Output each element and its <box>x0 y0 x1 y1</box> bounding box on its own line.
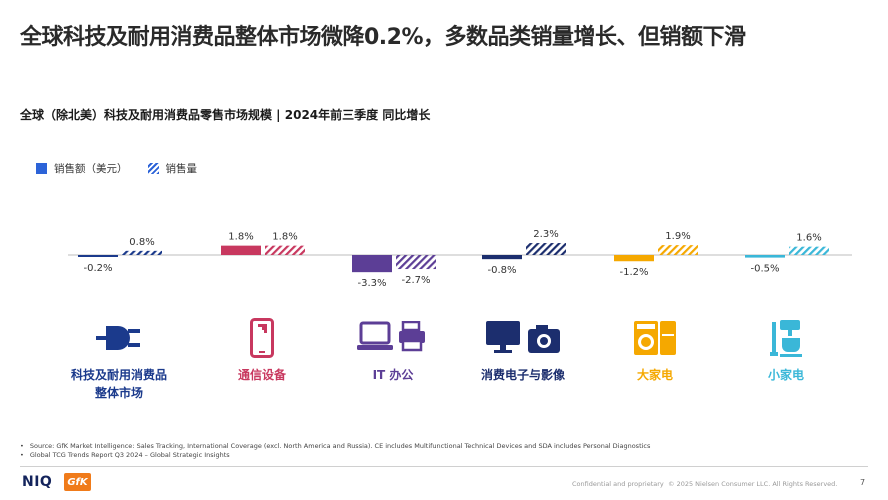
bar-volume-3 <box>526 243 566 255</box>
category-small-appliances: 小家电 <box>726 318 846 384</box>
bar-value-3 <box>482 255 522 260</box>
footnote-source: Source: GfK Market Intelligence: Sales T… <box>20 442 651 451</box>
category-label-overall: 科技及耐用消费品 整体市场 <box>70 368 167 400</box>
category-label-major-appliances: 大家电 <box>636 368 673 382</box>
gfk-logo: GfK <box>64 473 91 491</box>
bar-value-0 <box>78 255 118 257</box>
footnote-report: Global TCG Trends Report Q3 2024 – Globa… <box>20 451 650 460</box>
legend-swatch-solid <box>36 163 47 174</box>
category-ce-imaging: 消费电子与影像 <box>463 318 583 384</box>
bar-volume-4 <box>658 245 698 255</box>
bar-chart: -0.2% 0.8% 1.8% 1.8% -3.3% -2.7% -0.8% 2.3% -1.2… <box>68 229 852 289</box>
data-label-value-2: -3.3% <box>357 278 386 289</box>
smartphone-icon <box>250 318 274 358</box>
bar-value-4 <box>614 255 654 262</box>
legend-item-value: 销售额（美元） <box>36 161 128 176</box>
legend-label-volume: 销售量 <box>165 163 198 175</box>
chart-legend: 销售额（美元） 销售量 <box>36 161 217 176</box>
page-number: 7 <box>860 478 866 487</box>
data-label-value-0: -0.2% <box>83 263 112 274</box>
footnotes: Source: GfK Market Intelligence: Sales T… <box>20 442 651 461</box>
data-label-volume-2: -2.7% <box>401 275 430 286</box>
data-label-value-4: -1.2% <box>619 267 648 278</box>
category-label-small-appliances: 小家电 <box>767 368 804 382</box>
bar-volume-5 <box>789 246 829 255</box>
washing-machine-icon <box>634 321 676 355</box>
copyright-note: © 2025 Nielsen Consumer LLC. All Rights … <box>668 480 838 488</box>
niq-logo: NIQ <box>22 474 53 490</box>
legend-item-volume: 销售量 <box>147 161 198 176</box>
coffee-machine-icon <box>770 320 802 357</box>
data-label-volume-1: 1.8% <box>272 232 297 243</box>
data-label-value-5: -0.5% <box>750 264 779 275</box>
bar-volume-1 <box>265 245 305 255</box>
monitor-camera-icon <box>486 321 560 353</box>
data-label-volume-3: 2.3% <box>533 229 558 240</box>
confidential-note: Confidential and proprietary <box>572 480 664 488</box>
category-telecom: 通信设备 <box>202 318 322 384</box>
plug-icon <box>96 326 140 350</box>
category-major-appliances: 大家电 <box>595 318 715 384</box>
category-it-office: IT 办公 <box>333 318 453 384</box>
data-label-volume-5: 1.6% <box>796 233 821 244</box>
data-label-value-1: 1.8% <box>228 232 253 243</box>
data-label-value-3: -0.8% <box>487 265 516 276</box>
category-label-ce-imaging: 消费电子与影像 <box>480 368 565 382</box>
data-label-volume-4: 1.9% <box>665 231 690 242</box>
laptop-printer-icon <box>357 321 425 352</box>
bar-value-2 <box>352 255 392 273</box>
category-label-telecom: 通信设备 <box>237 368 286 382</box>
bar-volume-0 <box>122 250 162 255</box>
bar-value-5 <box>745 255 785 258</box>
chart-subtitle: 全球（除北美）科技及耐用消费品零售市场规模 | 2024年前三季度 同比增长 <box>20 108 431 122</box>
data-label-volume-0: 0.8% <box>129 237 154 248</box>
category-label-it-office: IT 办公 <box>372 368 414 382</box>
category-overall: 科技及耐用消费品 整体市场 <box>59 318 179 402</box>
footer-divider <box>20 466 868 467</box>
legend-swatch-hatched <box>147 163 159 174</box>
slide-title: 全球科技及耐用消费品整体市场微降0.2%，多数品类销量增长、但销额下滑 <box>20 25 746 50</box>
legend-label-value: 销售额（美元） <box>54 163 128 175</box>
bar-volume-2 <box>396 255 436 270</box>
bar-value-1 <box>221 245 261 255</box>
